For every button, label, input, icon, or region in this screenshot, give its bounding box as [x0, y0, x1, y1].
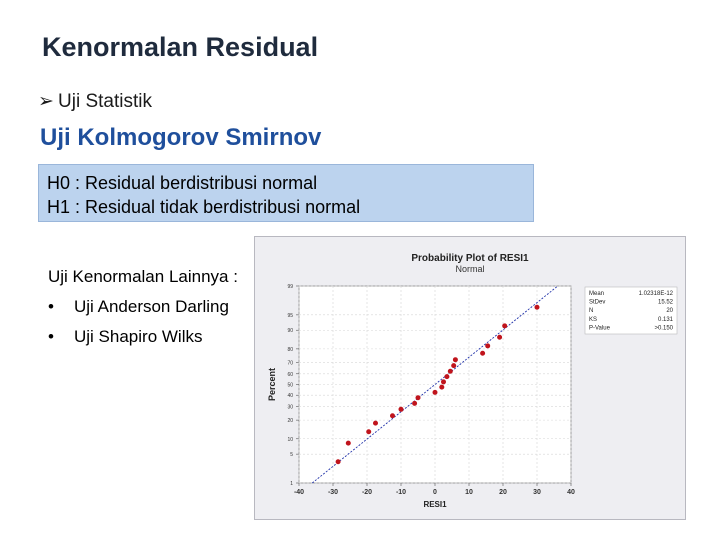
list-item: • Uji Anderson Darling — [48, 292, 238, 322]
stats-label: KS — [589, 317, 597, 323]
data-point — [444, 374, 450, 380]
data-point — [373, 420, 378, 426]
stats-label: P-Value — [589, 325, 611, 331]
x-tick-label: 40 — [567, 489, 575, 496]
other-tests-heading: Uji Kenormalan Lainnya : — [48, 267, 238, 286]
arrow-bullet-icon: ➢ — [38, 91, 54, 112]
y-axis-label: Percent — [267, 368, 277, 401]
y-tick-label: 30 — [287, 405, 293, 411]
data-point — [441, 379, 446, 385]
stats-box — [584, 286, 678, 335]
bullet-dot-icon: • — [48, 327, 54, 346]
stats-value: 0.131 — [658, 317, 674, 323]
bullet-text: Uji Statistik — [58, 91, 152, 112]
data-point — [497, 334, 503, 340]
data-point — [502, 323, 508, 329]
x-tick-label: -10 — [396, 489, 406, 496]
y-tick-label: 80 — [287, 347, 293, 353]
data-point — [432, 389, 438, 395]
data-point — [335, 459, 341, 465]
other-tests-list: Uji Kenormalan Lainnya : • Uji Anderson D… — [48, 262, 238, 352]
section-subtitle: Uji Kolmogorov Smirnov — [40, 124, 322, 151]
x-tick-label: 20 — [499, 489, 507, 496]
data-point — [534, 304, 540, 310]
data-point — [390, 413, 395, 419]
y-tick-label: 70 — [287, 360, 293, 366]
slide-title: Kenormalan Residual — [42, 32, 319, 62]
x-tick-label: -30 — [328, 489, 338, 496]
data-point — [451, 363, 457, 369]
data-point — [398, 406, 404, 412]
stats-value: 1.02318E-12 — [639, 291, 674, 297]
list-item-label: Uji Shapiro Wilks — [74, 327, 203, 346]
data-point — [480, 350, 486, 356]
x-tick-label: 0 — [433, 489, 437, 496]
chart-subtitle: Normal — [455, 264, 484, 274]
data-point — [412, 400, 418, 406]
hypothesis-h0: H0 : Residual berdistribusi normal — [47, 173, 318, 193]
stats-label: N — [589, 308, 593, 314]
y-tick-label: 99 — [287, 284, 293, 290]
stats-label: StDev — [589, 300, 605, 306]
y-tick-label: 5 — [290, 452, 293, 458]
y-tick-label: 90 — [287, 328, 293, 334]
y-tick-label: 20 — [287, 418, 293, 424]
data-point — [345, 440, 351, 446]
data-point — [447, 368, 453, 374]
x-axis-label: RESI1 — [423, 500, 447, 509]
chart-title: Probability Plot of RESI1 — [411, 253, 529, 264]
x-tick-label: 30 — [533, 489, 541, 496]
data-point — [366, 429, 372, 435]
data-point — [485, 343, 491, 349]
y-tick-label: 50 — [287, 383, 293, 389]
data-point — [415, 395, 421, 401]
bullet-dot-icon: • — [48, 297, 54, 316]
stats-label: Mean — [589, 291, 604, 297]
hypothesis-h1: H1 : Residual tidak berdistribusi normal — [47, 197, 361, 217]
stats-value: >0.150 — [654, 325, 673, 331]
y-tick-label: 40 — [287, 393, 293, 399]
list-item: • Uji Shapiro Wilks — [48, 322, 238, 352]
y-tick-label: 10 — [287, 437, 293, 443]
y-tick-label: 1 — [290, 481, 293, 487]
y-tick-label: 60 — [287, 372, 293, 378]
y-tick-label: 95 — [287, 313, 293, 319]
x-tick-label: -40 — [294, 489, 304, 496]
list-item-label: Uji Anderson Darling — [74, 297, 229, 316]
x-tick-label: 10 — [465, 489, 473, 496]
x-tick-label: -20 — [362, 489, 372, 496]
bullet-uji-statistik: ➢ Uji Statistik — [38, 90, 152, 113]
probability-plot: Probability Plot of RESI1 Normal 1 5 10 20 30 4… — [254, 236, 686, 520]
hypothesis-box: H0 : Residual berdistribusi normal H1 : … — [38, 164, 534, 222]
stats-value: 20 — [666, 308, 673, 314]
data-point — [452, 357, 458, 363]
data-point — [439, 384, 445, 390]
stats-value: 15.52 — [658, 300, 674, 306]
